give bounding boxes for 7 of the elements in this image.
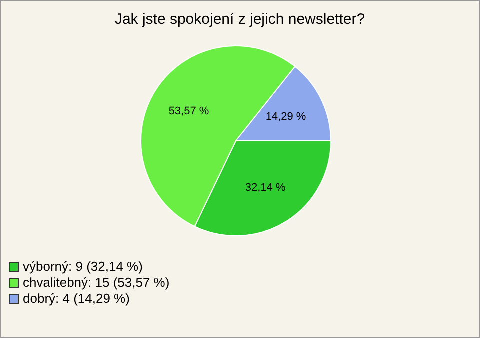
data-label: 32,14 %	[245, 182, 286, 194]
legend-label: výborný: 9 (32,14 %)	[23, 259, 143, 275]
legend-label: dobrý: 4 (14,29 %)	[23, 291, 130, 307]
chart-title: Jak jste spokojení z jejich newsletter?	[114, 11, 366, 28]
data-label: 14,29 %	[266, 110, 306, 123]
data-label: 53,57 %	[168, 105, 210, 118]
legend-label: chvalitebný: 15 (53,57 %)	[23, 275, 170, 291]
